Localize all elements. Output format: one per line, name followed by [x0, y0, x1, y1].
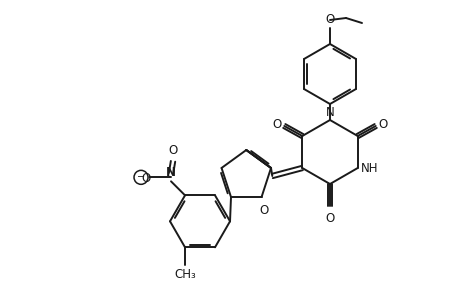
Text: O: O: [168, 144, 177, 157]
Text: O: O: [258, 204, 268, 217]
Text: N: N: [166, 166, 176, 179]
Text: NH: NH: [360, 161, 377, 175]
Text: O: O: [325, 212, 334, 225]
Text: O: O: [325, 13, 334, 26]
Circle shape: [134, 170, 148, 184]
Text: O: O: [141, 172, 151, 185]
Text: O: O: [378, 118, 387, 130]
Text: −: −: [137, 172, 145, 182]
Text: CH₃: CH₃: [174, 268, 196, 281]
Text: N: N: [325, 106, 334, 119]
Text: O: O: [271, 118, 280, 130]
